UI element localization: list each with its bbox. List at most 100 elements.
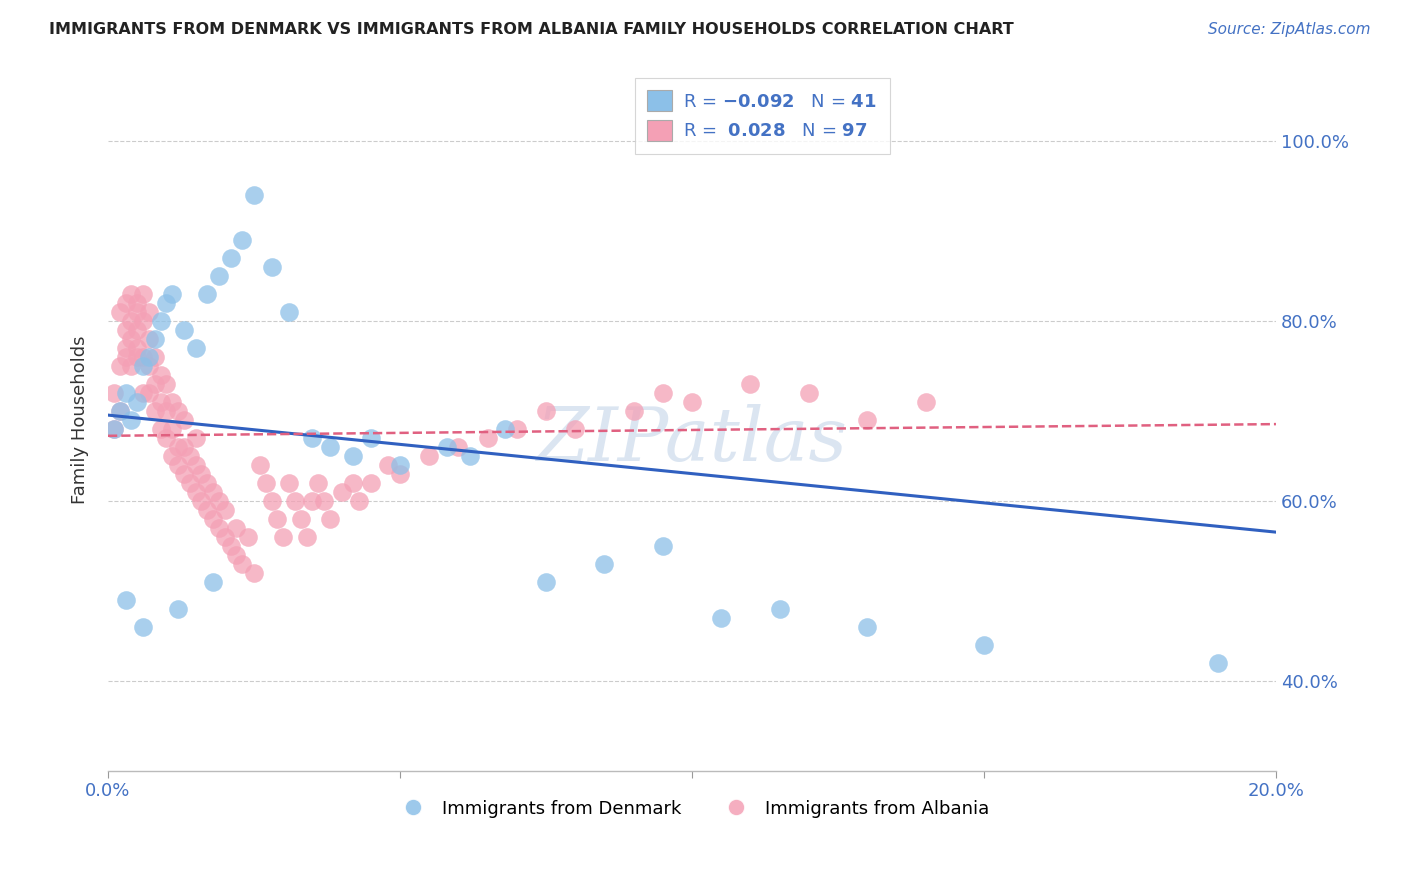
Point — [143, 376, 166, 391]
Point — [266, 511, 288, 525]
Point — [278, 304, 301, 318]
Point — [312, 493, 335, 508]
Point — [973, 638, 995, 652]
Point — [167, 601, 190, 615]
Point — [155, 295, 177, 310]
Point — [914, 394, 936, 409]
Y-axis label: Family Households: Family Households — [72, 335, 89, 504]
Point — [651, 539, 673, 553]
Point — [120, 332, 142, 346]
Point — [114, 322, 136, 336]
Point — [347, 493, 370, 508]
Point — [301, 493, 323, 508]
Point — [127, 304, 149, 318]
Point — [295, 530, 318, 544]
Point — [132, 313, 155, 327]
Point — [534, 403, 557, 417]
Point — [114, 295, 136, 310]
Point — [797, 385, 820, 400]
Point — [103, 422, 125, 436]
Point — [127, 322, 149, 336]
Point — [330, 484, 353, 499]
Point — [225, 521, 247, 535]
Point — [160, 422, 183, 436]
Point — [388, 467, 411, 481]
Legend: Immigrants from Denmark, Immigrants from Albania: Immigrants from Denmark, Immigrants from… — [388, 792, 995, 825]
Point — [127, 394, 149, 409]
Point — [710, 610, 733, 624]
Point — [243, 566, 266, 580]
Point — [243, 187, 266, 202]
Point — [127, 341, 149, 355]
Point — [236, 530, 259, 544]
Point — [190, 493, 212, 508]
Point — [143, 403, 166, 417]
Point — [360, 475, 382, 490]
Point — [103, 422, 125, 436]
Point — [184, 431, 207, 445]
Point — [214, 530, 236, 544]
Point — [208, 521, 231, 535]
Point — [184, 484, 207, 499]
Point — [120, 286, 142, 301]
Point — [290, 511, 312, 525]
Point — [195, 286, 218, 301]
Point — [447, 440, 470, 454]
Text: IMMIGRANTS FROM DENMARK VS IMMIGRANTS FROM ALBANIA FAMILY HOUSEHOLDS CORRELATION: IMMIGRANTS FROM DENMARK VS IMMIGRANTS FR… — [49, 22, 1014, 37]
Point — [494, 422, 516, 436]
Point — [173, 440, 195, 454]
Point — [173, 467, 195, 481]
Point — [195, 475, 218, 490]
Point — [108, 359, 131, 373]
Point — [740, 376, 762, 391]
Point — [768, 601, 790, 615]
Point — [143, 332, 166, 346]
Point — [138, 385, 160, 400]
Point — [202, 511, 225, 525]
Point — [114, 385, 136, 400]
Point — [278, 475, 301, 490]
Point — [155, 376, 177, 391]
Point — [103, 385, 125, 400]
Point — [249, 458, 271, 472]
Point — [388, 458, 411, 472]
Point — [564, 422, 586, 436]
Point — [155, 431, 177, 445]
Point — [319, 440, 342, 454]
Point — [120, 313, 142, 327]
Point — [108, 304, 131, 318]
Point — [114, 592, 136, 607]
Point — [208, 493, 231, 508]
Point — [173, 412, 195, 426]
Point — [132, 620, 155, 634]
Point — [231, 557, 253, 571]
Point — [173, 322, 195, 336]
Point — [132, 359, 155, 373]
Point — [143, 350, 166, 364]
Point — [167, 458, 190, 472]
Text: Source: ZipAtlas.com: Source: ZipAtlas.com — [1208, 22, 1371, 37]
Point — [593, 557, 616, 571]
Point — [108, 403, 131, 417]
Point — [184, 341, 207, 355]
Point — [138, 304, 160, 318]
Point — [132, 286, 155, 301]
Point — [208, 268, 231, 283]
Point — [342, 475, 364, 490]
Point — [138, 359, 160, 373]
Point — [436, 440, 458, 454]
Point — [108, 403, 131, 417]
Text: ZIPatlas: ZIPatlas — [537, 404, 848, 477]
Point — [225, 548, 247, 562]
Point — [132, 385, 155, 400]
Point — [114, 341, 136, 355]
Point — [149, 422, 172, 436]
Point — [307, 475, 329, 490]
Point — [184, 458, 207, 472]
Point — [260, 493, 283, 508]
Point — [319, 511, 342, 525]
Point — [160, 394, 183, 409]
Point — [149, 394, 172, 409]
Point — [534, 574, 557, 589]
Point — [160, 449, 183, 463]
